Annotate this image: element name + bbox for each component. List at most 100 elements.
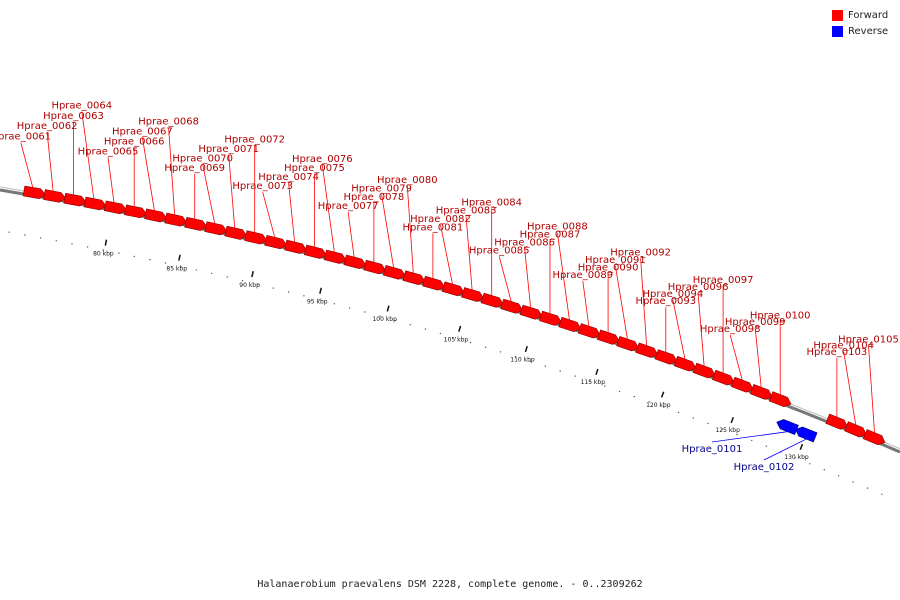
gene-label-hprae_0096[interactable]: Hprae_0096: [668, 282, 729, 293]
gene-label-hprae_0086[interactable]: Hprae_0086: [494, 237, 555, 248]
gene-arrow-hprae_0064[interactable]: [83, 196, 107, 211]
gene-arrow-hprae_0079[interactable]: [382, 265, 406, 280]
gene-label-hprae_0093[interactable]: Hprae_0093: [635, 296, 696, 307]
gene-label-hprae_0088[interactable]: Hprae_0088: [527, 222, 588, 233]
gene-label-leader: [843, 351, 857, 425]
gene-arrow-hprae_0063[interactable]: [63, 192, 87, 207]
gene-arrow-hprae_0069[interactable]: [184, 216, 208, 231]
gene-arrow-hprae_0075[interactable]: [303, 244, 327, 259]
gene-label-hprae_0079[interactable]: Hprae_0079: [351, 184, 412, 195]
gene-label-hprae_0062[interactable]: Hprae_0062: [17, 121, 78, 132]
gene-arrow-hprae_0100[interactable]: [768, 391, 792, 408]
scale-minor-tick: [55, 240, 57, 242]
scale-minor-tick: [618, 390, 621, 393]
gene-arrow-hprae_0078[interactable]: [363, 259, 387, 275]
gene-arrow-hprae_0094[interactable]: [673, 355, 697, 372]
scale-tick: [251, 271, 254, 278]
gene-arrow-hprae_0104[interactable]: [844, 421, 867, 438]
gene-label-hprae_0077[interactable]: Hprae_0077: [318, 201, 379, 212]
gene-arrow-hprae_0086[interactable]: [519, 304, 543, 320]
gene-arrow-hprae_0096[interactable]: [692, 362, 716, 379]
gene-label-hprae_0068[interactable]: Hprae_0068: [138, 117, 199, 128]
gene-label-hprae_0071[interactable]: Hprae_0071: [198, 144, 259, 155]
gene-label-hprae_0074[interactable]: Hprae_0074: [258, 172, 319, 183]
gene-arrow-hprae_0074[interactable]: [284, 239, 308, 254]
gene-label-hprae_0084[interactable]: Hprae_0084: [461, 198, 522, 209]
gene-label-hprae_0097[interactable]: Hprae_0097: [693, 275, 754, 286]
gene-label-hprae_0073[interactable]: Hprae_0073: [232, 181, 293, 192]
scale-minor-tick: [333, 303, 336, 305]
gene-arrow-hprae_0073[interactable]: [264, 235, 288, 250]
gene-arrow-hprae_0087[interactable]: [539, 310, 562, 326]
gene-label-hprae_0091[interactable]: Hprae_0091: [585, 255, 646, 266]
gene-label-hprae_0069[interactable]: Hprae_0069: [164, 163, 225, 174]
gene-arrow-hprae_0076[interactable]: [323, 249, 347, 264]
gene-arrow-hprae_0091[interactable]: [616, 336, 640, 352]
gene-label-hprae_0065[interactable]: Hprae_0065: [78, 146, 139, 157]
scale-minor-tick: [394, 319, 396, 322]
gene-label-hprae_0082[interactable]: Hprae_0082: [410, 214, 471, 225]
scale-minor-tick: [180, 265, 182, 268]
gene-arrow-hprae_0103[interactable]: [825, 413, 848, 430]
gene-arrow-hprae_0083[interactable]: [461, 287, 485, 302]
gene-label-hprae_0102[interactable]: Hprae_0102: [734, 462, 795, 473]
gene-arrow-hprae_0082[interactable]: [441, 281, 465, 297]
gene-arrow-hprae_0088[interactable]: [558, 316, 582, 333]
gene-label-hprae_0066[interactable]: Hprae_0066: [104, 136, 165, 147]
gene-arrow-hprae_0085[interactable]: [500, 298, 524, 314]
gene-arrow-hprae_0065[interactable]: [103, 200, 127, 215]
gene-arrow-hprae_0099[interactable]: [749, 384, 773, 400]
gene-label-hprae_0098[interactable]: Hprae_0098: [700, 324, 761, 335]
gene-label-hprae_0099[interactable]: Hprae_0099: [725, 317, 786, 328]
gene-label-hprae_0083[interactable]: Hprae_0083: [436, 206, 497, 217]
gene-label-hprae_0085[interactable]: Hprae_0085: [469, 245, 530, 256]
gene-label-hprae_0072[interactable]: Hprae_0072: [224, 135, 285, 146]
gene-arrow-hprae_0071[interactable]: [224, 225, 248, 240]
gene-label-hprae_0100[interactable]: Hprae_0100: [750, 311, 811, 322]
scale-minor-tick: [736, 434, 738, 436]
gene-arrow-hprae_0061[interactable]: [22, 185, 46, 200]
gene-label-hprae_0087[interactable]: Hprae_0087: [520, 230, 581, 241]
gene-label-hprae_0101[interactable]: Hprae_0101: [682, 444, 743, 455]
gene-arrow-hprae_0089[interactable]: [577, 323, 601, 339]
gene-label-hprae_0067[interactable]: Hprae_0067: [112, 127, 173, 138]
gene-arrow-hprae_0080[interactable]: [402, 270, 426, 286]
gene-arrow-hprae_0090[interactable]: [597, 329, 620, 345]
gene-label-hprae_0076[interactable]: Hprae_0076: [292, 154, 353, 165]
scale-tick: [660, 391, 665, 398]
gene-arrow-hprae_0067[interactable]: [144, 208, 168, 223]
gene-label-hprae_0103[interactable]: Hprae_0103: [807, 347, 868, 358]
gene-label-hprae_0061[interactable]: Hprae_0061: [0, 132, 51, 143]
gene-arrow-hprae_0097[interactable]: [711, 369, 735, 386]
gene-label-hprae_0063[interactable]: Hprae_0063: [43, 111, 104, 122]
gene-label-hprae_0090[interactable]: Hprae_0090: [578, 262, 639, 273]
gene-label-hprae_0092[interactable]: Hprae_0092: [610, 248, 671, 259]
gene-label-hprae_0089[interactable]: Hprae_0089: [552, 270, 613, 281]
gene-arrow-hprae_0077[interactable]: [343, 254, 367, 270]
gene-label-hprae_0064[interactable]: Hprae_0064: [51, 101, 112, 112]
gene-arrow-hprae_0070[interactable]: [204, 221, 228, 236]
gene-label-hprae_0070[interactable]: Hprae_0070: [172, 153, 233, 164]
gene-arrow-hprae_0084[interactable]: [480, 292, 504, 308]
scale-minor-tick: [707, 422, 709, 425]
gene-label-hprae_0081[interactable]: Hprae_0081: [403, 222, 464, 233]
gene-arrow-hprae_0105[interactable]: [862, 429, 886, 446]
gene-label-hprae_0080[interactable]: Hprae_0080: [377, 175, 438, 186]
gene-arrow-hprae_0092[interactable]: [635, 342, 659, 358]
scale-minor-tick: [133, 255, 135, 258]
gene-label-hprae_0075[interactable]: Hprae_0075: [284, 163, 345, 174]
gene-arrow-hprae_0093[interactable]: [654, 349, 678, 365]
gene-arrow-hprae_0098[interactable]: [730, 376, 754, 393]
gene-label-hprae_0104[interactable]: Hprae_0104: [813, 341, 874, 352]
gene-arrow-hprae_0062[interactable]: [43, 189, 67, 203]
gene-label-hprae_0105[interactable]: Hprae_0105: [838, 335, 899, 346]
gene-arrow-hprae_0102[interactable]: [795, 426, 818, 443]
gene-label-hprae_0094[interactable]: Hprae_0094: [643, 289, 704, 300]
gene-label-leader: [46, 132, 54, 192]
gene-arrow-hprae_0068[interactable]: [164, 212, 188, 227]
gene-arrow-hprae_0072[interactable]: [244, 230, 268, 245]
gene-label-hprae_0078[interactable]: Hprae_0078: [344, 192, 405, 203]
gene-arrow-hprae_0066[interactable]: [124, 204, 148, 219]
gene-arrow-hprae_0081[interactable]: [422, 275, 446, 291]
